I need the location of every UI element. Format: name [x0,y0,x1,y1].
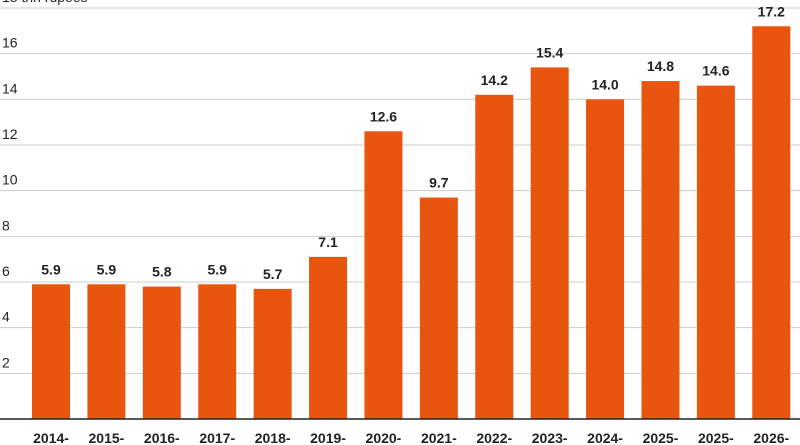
bar [530,67,569,419]
value-label: 14.6 [702,63,729,79]
y-tick-label: 18 trln rupees [2,0,88,5]
x-tick-label: 2020- [366,430,402,445]
y-tick-label: 10 [2,172,18,188]
bar [142,286,181,419]
value-label: 5.9 [41,261,61,277]
bar [253,288,292,419]
y-tick-label: 6 [2,263,10,279]
value-label: 14.8 [647,58,674,74]
bar [696,85,735,419]
value-label: 5.9 [97,261,117,277]
bar [419,197,458,419]
y-tick-label: 4 [2,309,10,325]
bar [752,26,791,420]
x-tick-label: 2025- [698,430,734,445]
value-label: 12.6 [370,108,397,124]
y-tick-label: 12 [2,126,18,142]
x-tick-label: 2018- [255,430,291,445]
x-tick-label: 2017- [199,430,235,445]
x-tick-label: 2023- [532,430,568,445]
value-label: 5.9 [207,261,227,277]
value-label: 14.0 [591,76,618,92]
bar [364,131,403,420]
value-label: 17.2 [758,3,785,19]
value-label: 9.7 [429,175,449,191]
x-tick-label: 2025- [643,430,679,445]
y-tick-label: 16 [2,35,18,51]
bar [32,284,71,419]
value-label: 5.8 [152,264,172,280]
y-tick-label: 2 [2,354,10,370]
bar [198,284,237,419]
x-tick-label: 2022- [476,430,512,445]
bar [309,256,348,419]
x-tick-label: 2015- [89,430,125,445]
bar [87,284,126,419]
value-label: 15.4 [536,44,563,60]
y-tick-label: 14 [2,80,18,96]
x-tick-label: 2024- [587,430,623,445]
x-tick-label: 2019- [310,430,346,445]
value-label: 5.7 [263,266,283,282]
value-label: 14.2 [481,72,508,88]
x-tick-label: 2026- [753,430,789,445]
x-tick-label: 2014- [33,430,69,445]
bar [475,94,514,420]
y-tick-label: 8 [2,217,10,233]
bar [641,81,680,420]
x-tick-label: 2016- [144,430,180,445]
value-label: 7.1 [318,234,338,250]
bar [586,99,625,419]
x-tick-label: 2021- [421,430,457,445]
